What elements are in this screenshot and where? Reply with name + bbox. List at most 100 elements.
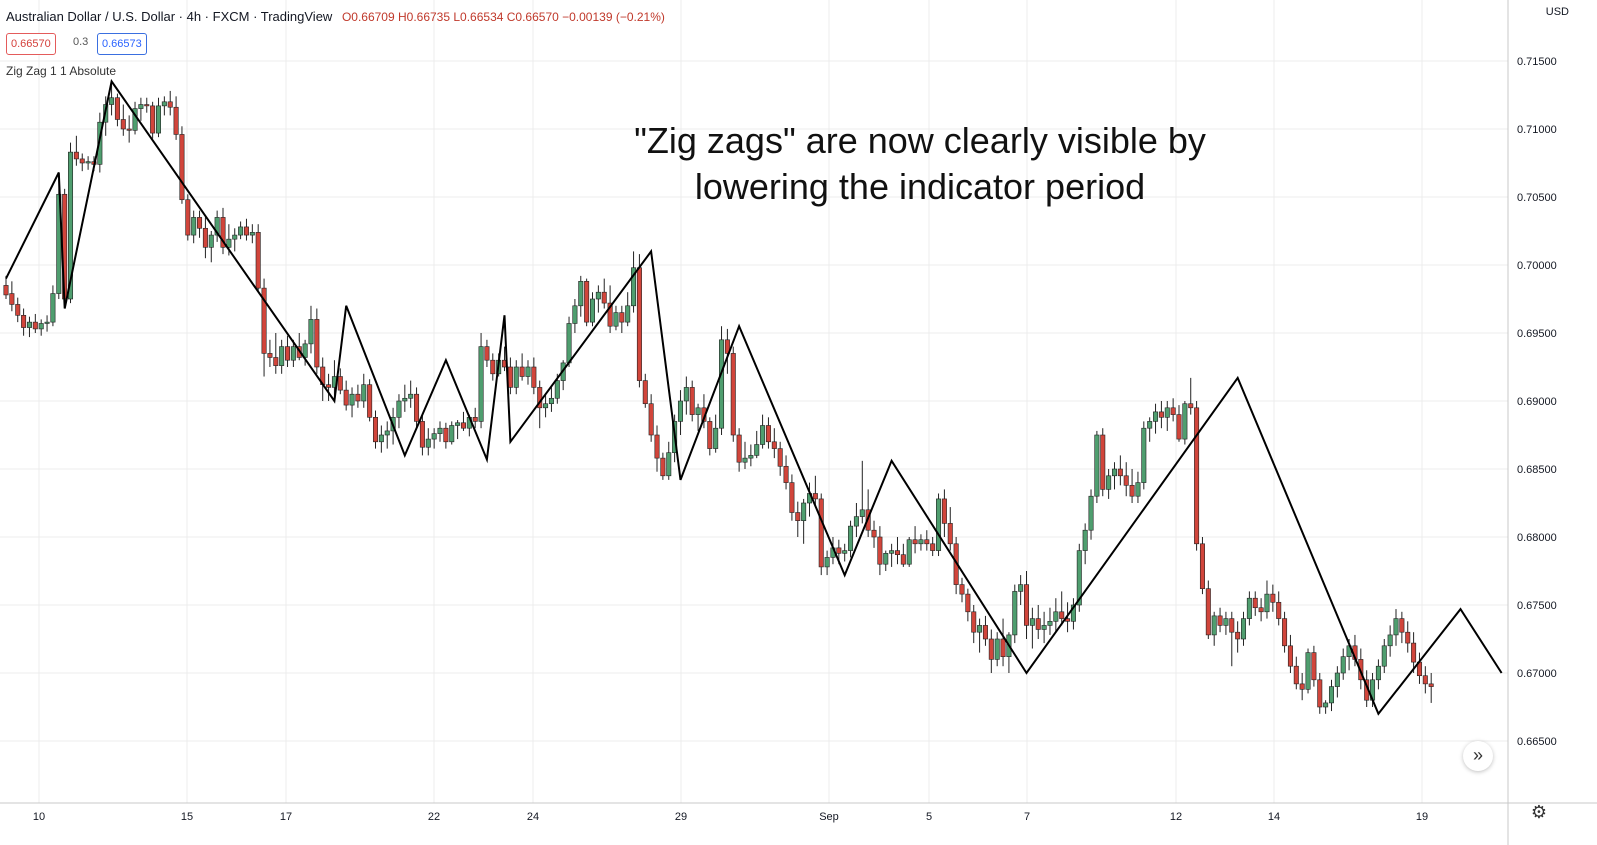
candle-up <box>677 400 683 422</box>
candle-down <box>21 315 27 328</box>
candle-up <box>208 234 214 248</box>
candle-up <box>859 509 865 517</box>
candle-up <box>408 393 414 399</box>
x-tick-label: 10 <box>33 811 45 823</box>
candle-down <box>765 425 771 443</box>
candle-up <box>1094 434 1100 497</box>
candle-up <box>906 539 912 565</box>
candle-down <box>9 293 15 305</box>
candle-down <box>1229 618 1235 633</box>
candle-up <box>613 312 619 327</box>
candle-up <box>425 438 431 448</box>
candle-down <box>959 584 965 595</box>
candle-up <box>1305 652 1311 690</box>
candle-up <box>683 387 689 402</box>
candle-up <box>1088 495 1094 531</box>
spread-value: 0.3 <box>73 36 89 48</box>
candle-down <box>1059 611 1065 619</box>
candle-down <box>472 417 478 422</box>
candle-down <box>1252 597 1258 609</box>
candle-down <box>3 285 9 296</box>
candle-up <box>754 444 760 456</box>
indicator-legend[interactable]: Zig Zag 1 1 Absolute <box>6 64 117 78</box>
gear-icon[interactable]: ⚙ <box>1530 802 1548 822</box>
chevron-double-right-icon[interactable]: » <box>1463 741 1493 771</box>
symbol-title[interactable]: Australian Dollar / U.S. Dollar · 4h · F… <box>6 9 333 24</box>
candle-up <box>138 104 144 109</box>
candle-down <box>941 498 947 524</box>
y-tick-label: 0.68000 <box>1517 532 1557 544</box>
candle-up <box>1387 634 1393 647</box>
candle-up <box>578 281 584 307</box>
candle-down <box>912 539 918 545</box>
currency-label[interactable]: USD <box>1545 6 1569 18</box>
y-tick-label: 0.71000 <box>1517 124 1557 136</box>
candle-up <box>824 557 830 568</box>
candle-up <box>1393 618 1399 636</box>
candle-down <box>1428 683 1434 687</box>
candle-down <box>900 554 906 565</box>
candle-down <box>1411 642 1417 663</box>
y-tick-label: 0.71500 <box>1517 56 1557 68</box>
candle-down <box>167 101 173 108</box>
candle-down <box>197 217 203 229</box>
x-tick-label: 12 <box>1170 811 1182 823</box>
candle-down <box>326 384 332 388</box>
candle-down <box>419 421 425 448</box>
candle-down <box>1194 407 1200 545</box>
candle-down <box>1123 475 1129 486</box>
candle-down <box>818 498 824 568</box>
y-tick-label: 0.69000 <box>1517 396 1557 408</box>
candle-up <box>1211 615 1217 636</box>
candle-down <box>255 232 261 289</box>
candle-down <box>1170 407 1176 415</box>
candle-up <box>249 232 255 236</box>
candle-up <box>1264 593 1270 613</box>
candle-up <box>1328 686 1334 704</box>
candle-down <box>789 482 795 513</box>
chart-annotation: "Zig zags" are now clearly visible by lo… <box>560 118 1280 210</box>
candle-up <box>631 267 637 307</box>
candle-down <box>730 353 736 436</box>
candle-down <box>243 226 249 236</box>
candle-up <box>760 425 766 445</box>
candle-up <box>889 550 895 554</box>
x-tick-label: 14 <box>1268 811 1280 823</box>
buy-price-button[interactable]: 0.66573 <box>97 33 147 55</box>
candle-up <box>44 321 50 324</box>
candle-up <box>548 397 554 405</box>
sell-price-button[interactable]: 0.66570 <box>6 33 56 55</box>
candle-up <box>1135 482 1141 497</box>
candle-down <box>836 547 842 554</box>
candle-up <box>191 217 197 236</box>
candle-down <box>337 376 343 391</box>
x-tick-label: 22 <box>428 811 440 823</box>
candle-down <box>355 393 361 402</box>
candle-down <box>1117 468 1123 477</box>
x-tick-label: 17 <box>280 811 292 823</box>
y-tick-label: 0.70000 <box>1517 260 1557 272</box>
candle-down <box>261 287 267 354</box>
candle-up <box>431 433 437 440</box>
candle-up <box>68 151 74 300</box>
candle-up <box>695 407 701 415</box>
candle-up <box>1241 618 1247 640</box>
candle-down <box>1282 618 1288 647</box>
candle-up <box>713 427 719 449</box>
y-tick-label: 0.70500 <box>1517 192 1557 204</box>
x-tick-label: 19 <box>1416 811 1428 823</box>
candle-up <box>1041 625 1047 630</box>
candle-down <box>1188 403 1194 409</box>
candle-up <box>1223 618 1229 626</box>
candle-down <box>185 199 191 236</box>
candle-up <box>1164 407 1170 418</box>
candle-down <box>314 319 320 368</box>
candle-down <box>220 217 226 248</box>
candle-down <box>1311 652 1317 681</box>
candle-down <box>1422 675 1428 685</box>
candle-down <box>1217 615 1223 626</box>
candle-down <box>1270 593 1276 603</box>
candle-up <box>801 502 807 521</box>
candle-down <box>1158 411 1164 418</box>
